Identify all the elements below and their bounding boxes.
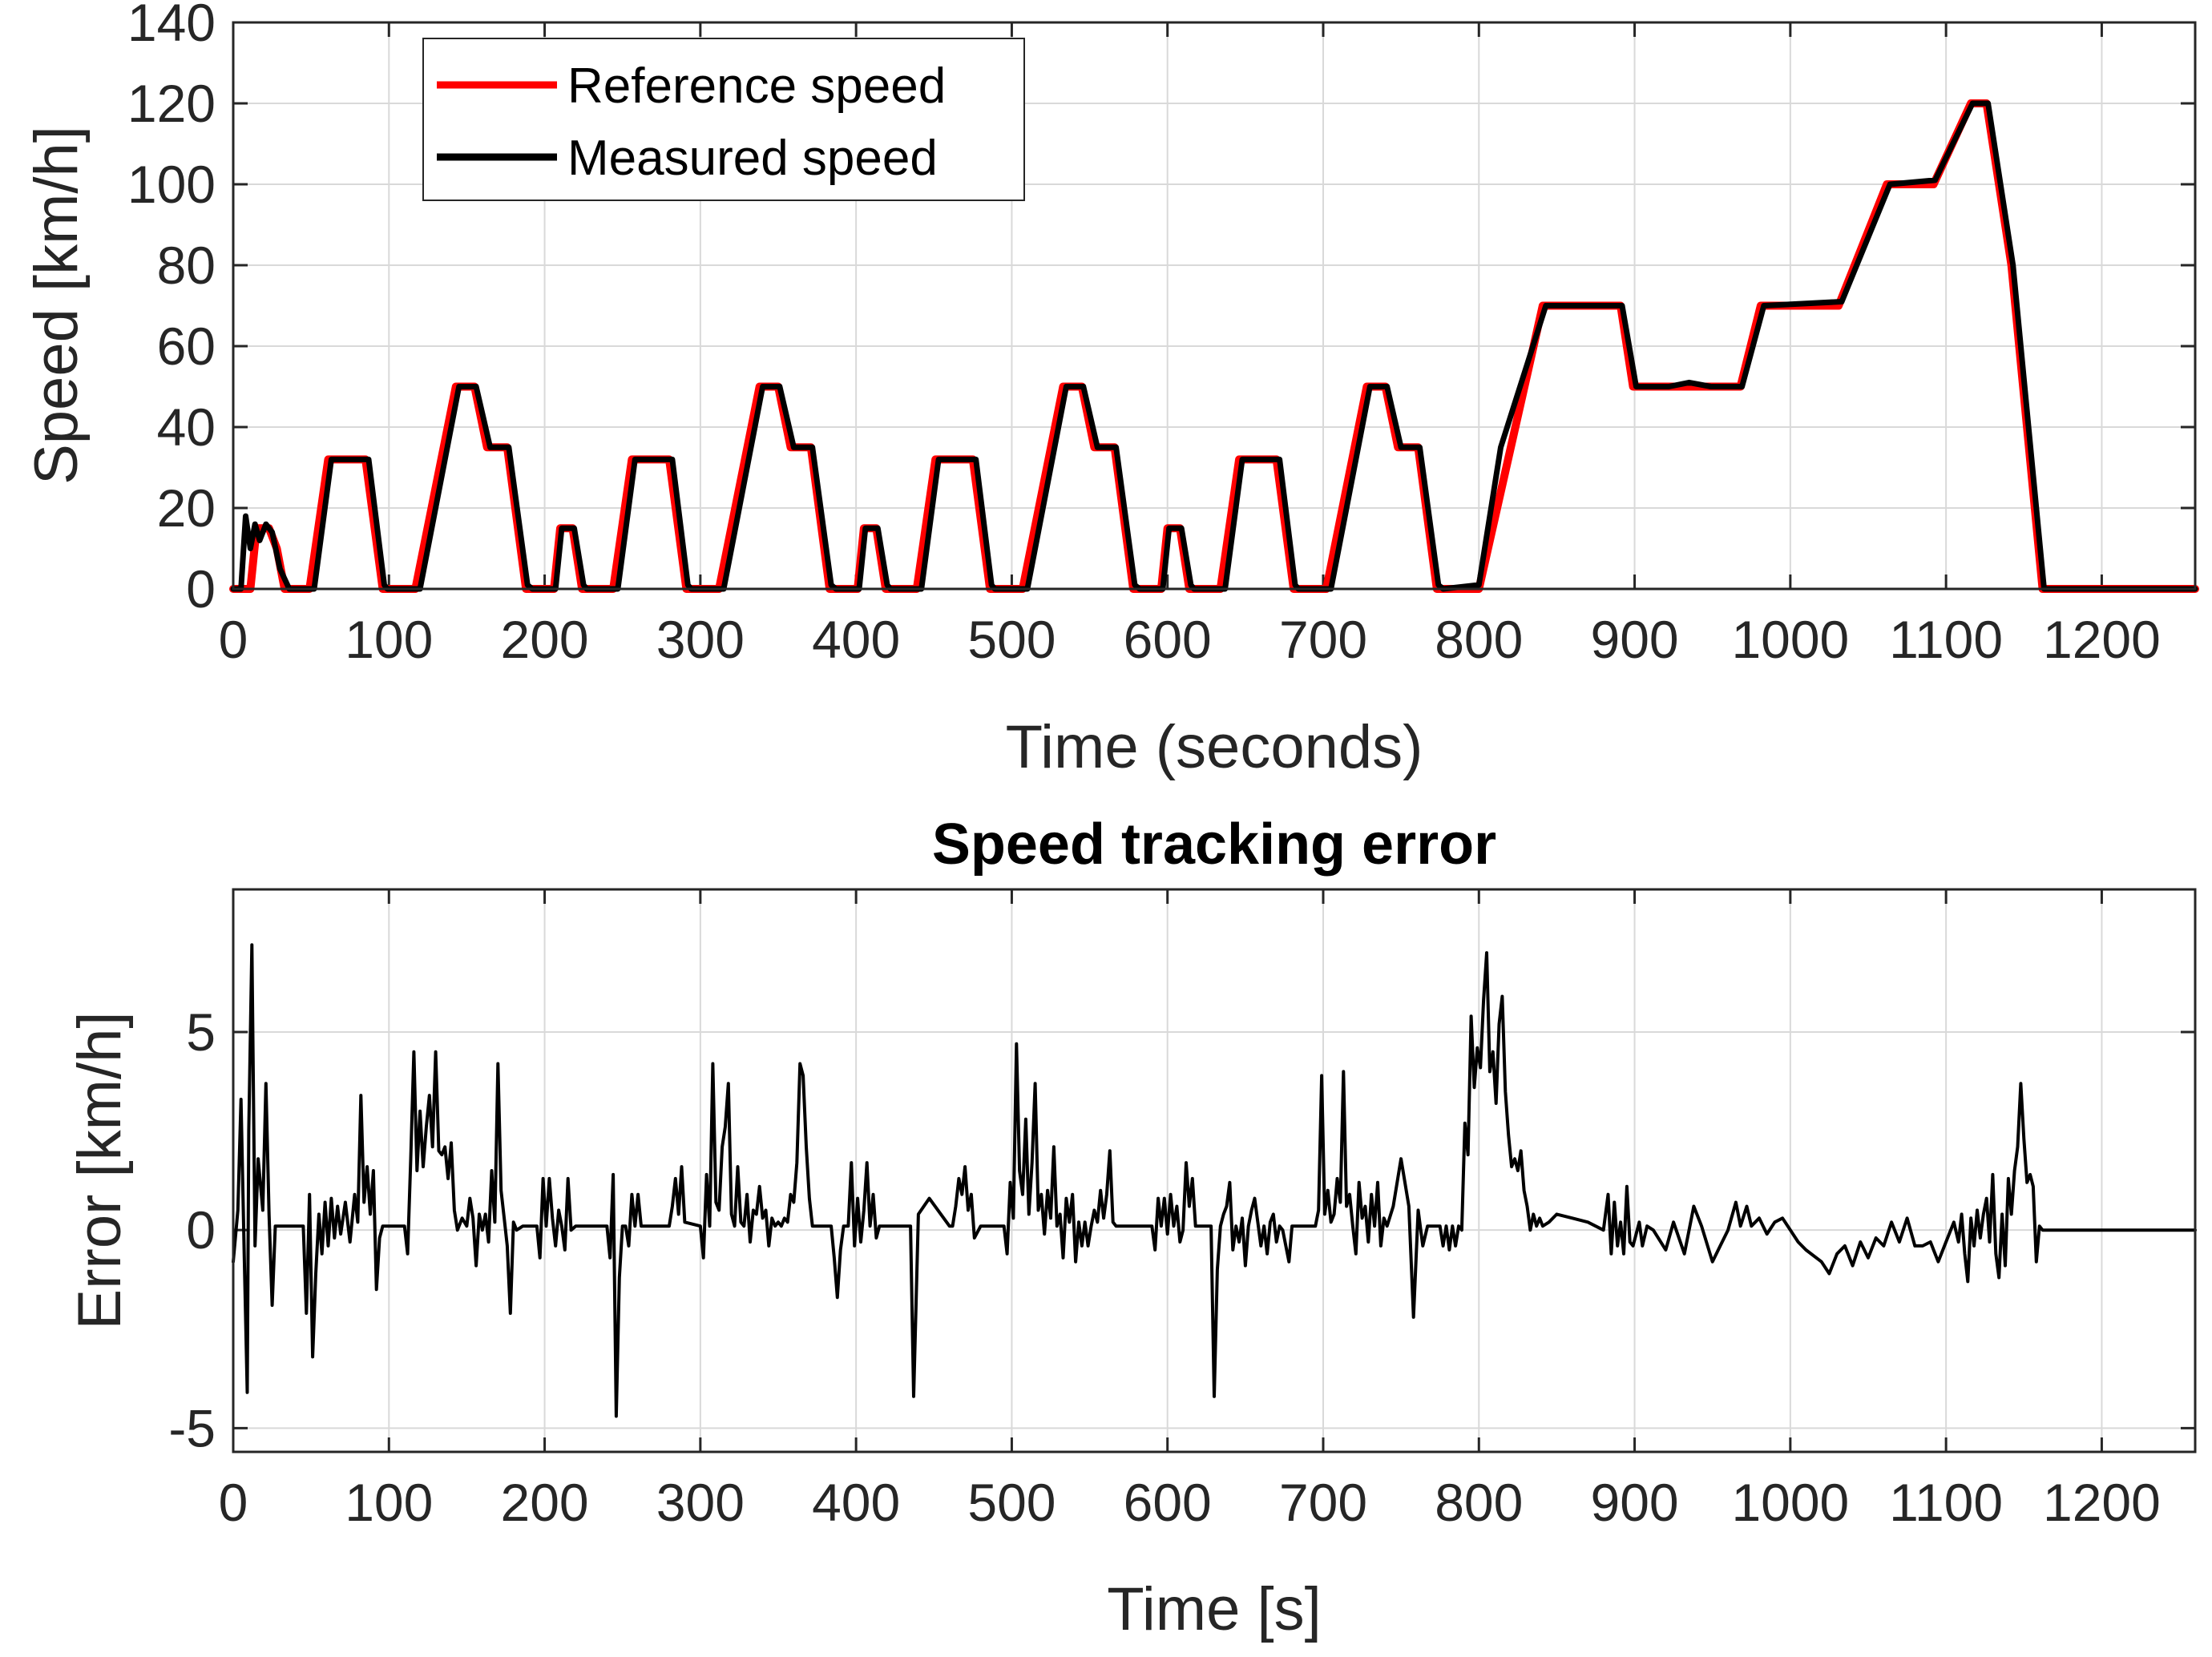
x-tick-label: 1200 <box>2043 610 2161 669</box>
y-tick-label: 100 <box>127 155 216 214</box>
speed-chart-frame <box>232 21 2197 591</box>
x-tick-label: 100 <box>345 610 433 669</box>
x-tick-label: 300 <box>656 610 745 669</box>
speed-chart-x-ticks: 0 100 200 300 400 500 600 700 800 900 1000 1100 1200 <box>219 22 2161 669</box>
x-tick-label: 400 <box>812 610 900 669</box>
x-tick-label: 600 <box>1124 610 1212 669</box>
x-tick-label: 200 <box>501 1473 589 1532</box>
x-tick-label: 900 <box>1591 1473 1679 1532</box>
y-tick-label: 60 <box>157 316 216 376</box>
x-tick-label: 500 <box>967 1473 1056 1532</box>
x-tick-label: 400 <box>812 1473 900 1532</box>
x-tick-label: 900 <box>1591 610 1679 669</box>
y-tick-label: 20 <box>157 478 216 538</box>
x-tick-label: 0 <box>219 1473 248 1532</box>
y-tick-label: 120 <box>127 74 216 133</box>
x-tick-label: 600 <box>1124 1473 1212 1532</box>
speed-chart: 0 100 200 300 400 500 600 700 800 900 1000 1100 1200… <box>22 0 2199 781</box>
x-tick-label: 1000 <box>1731 610 1849 669</box>
y-tick-label: 5 <box>186 1002 216 1062</box>
x-tick-label: 1000 <box>1731 1473 1849 1532</box>
error-chart-y-ticks: -5 0 5 <box>168 1002 2195 1457</box>
error-chart-y-label: Error [km/h] <box>66 1012 134 1330</box>
legend-box <box>422 38 1025 201</box>
error-chart: Speed tracking error 0 100 200 300 400 500 600… <box>66 812 2197 1643</box>
x-tick-label: 300 <box>656 1473 745 1532</box>
x-tick-label: 800 <box>1435 610 1523 669</box>
series-line-error <box>232 943 2197 1418</box>
legend: Reference speed Measured speed <box>422 38 1025 201</box>
error-chart-series <box>232 943 2197 1418</box>
y-tick-label: 0 <box>186 1200 216 1260</box>
speed-chart-y-ticks: 0 20 40 60 80 100 120 140 <box>127 0 2195 619</box>
x-tick-label: 1100 <box>1889 610 2003 669</box>
x-tick-label: 200 <box>501 610 589 669</box>
speed-chart-y-label: Speed [km/h] <box>22 126 91 485</box>
error-chart-frame <box>232 888 2197 1453</box>
speed-chart-x-label: Time (seconds) <box>1006 713 1423 781</box>
error-chart-x-ticks: 0 100 200 300 400 500 600 700 800 900 1000 1100 1200 <box>219 889 2161 1532</box>
error-chart-title: Speed tracking error <box>932 812 1496 877</box>
x-tick-label: 0 <box>219 610 248 669</box>
legend-label-reference: Reference speed <box>567 58 946 114</box>
y-tick-label: 0 <box>186 559 216 619</box>
x-tick-label: 1100 <box>1889 1473 2003 1532</box>
x-tick-label: 500 <box>967 610 1056 669</box>
legend-label-measured: Measured speed <box>567 131 938 186</box>
x-tick-label: 700 <box>1279 1473 1367 1532</box>
x-tick-label: 100 <box>345 1473 433 1532</box>
y-tick-label: 40 <box>157 397 216 457</box>
x-tick-label: 1200 <box>2043 1473 2161 1532</box>
y-tick-label: 140 <box>127 0 216 52</box>
y-tick-label: -5 <box>168 1398 216 1457</box>
x-tick-label: 700 <box>1279 610 1367 669</box>
y-tick-label: 80 <box>157 236 216 295</box>
x-tick-label: 800 <box>1435 1473 1523 1532</box>
error-chart-x-label: Time [s] <box>1107 1575 1321 1643</box>
